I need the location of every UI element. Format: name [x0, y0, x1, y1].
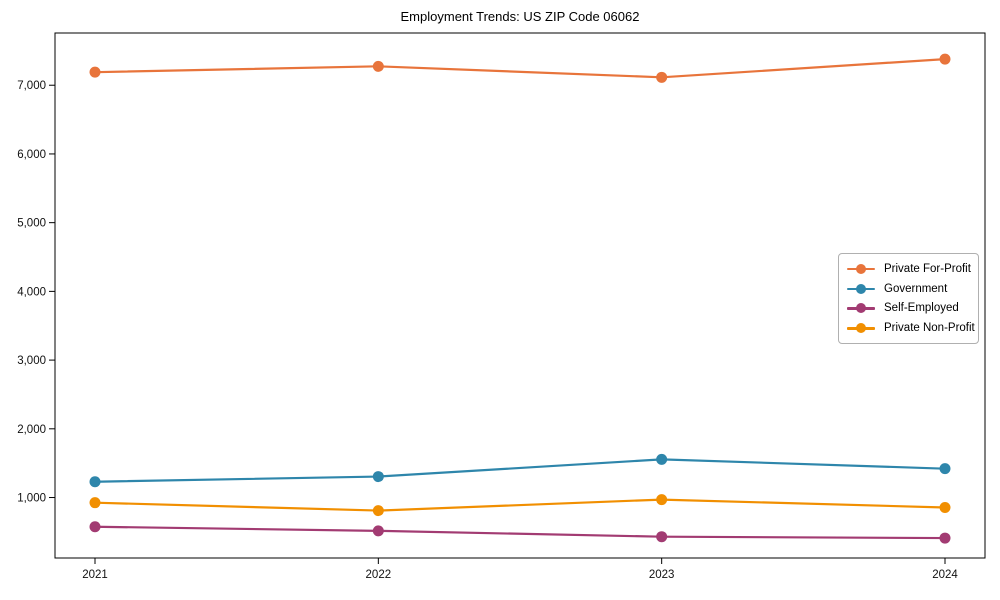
legend-label: Government [884, 282, 948, 295]
chart-title: Employment Trends: US ZIP Code 06062 [400, 9, 640, 24]
legend-label: Private Non-Profit [884, 322, 975, 335]
y-axis-tick-label: 5,000 [17, 218, 46, 230]
legend: Private For-Profit Government Self-Employe… [838, 253, 979, 344]
y-axis-tick-label: 2,000 [17, 424, 46, 436]
legend-dot-icon [856, 303, 866, 314]
data-point-marker [372, 505, 384, 517]
x-axis-tick-label: 2022 [366, 569, 392, 581]
data-point-marker [939, 463, 951, 475]
x-axis-tick-label: 2024 [932, 569, 958, 581]
legend-label: Private For-Profit [884, 262, 971, 275]
data-point-marker [89, 497, 101, 509]
plot-border [54, 32, 986, 559]
data-point-marker [372, 60, 384, 72]
data-point-marker [372, 525, 384, 537]
y-axis-tick-label: 3,000 [17, 355, 46, 367]
legend-item: Private Non-Profit [847, 318, 975, 338]
legend-swatch [847, 322, 875, 334]
legend-dot-icon [856, 283, 866, 294]
data-point-marker [89, 476, 101, 488]
data-point-marker [656, 494, 668, 506]
legend-dot-icon [856, 323, 866, 334]
legend-swatch [847, 302, 875, 314]
legend-label: Self-Employed [884, 302, 959, 315]
y-axis-tick-label: 6,000 [17, 149, 46, 161]
legend-dot-icon [856, 263, 866, 274]
legend-item: Private For-Profit [847, 259, 971, 279]
data-point-marker [89, 66, 101, 78]
data-point-marker [656, 531, 668, 543]
legend-item: Self-Employed [847, 299, 970, 319]
data-point-marker [939, 53, 951, 65]
x-axis-tick-label: 2023 [649, 569, 675, 581]
data-point-marker [939, 501, 951, 513]
legend-swatch [847, 263, 875, 275]
y-axis-tick-label: 4,000 [17, 286, 46, 298]
y-axis-tick-label: 1,000 [17, 493, 46, 505]
legend-swatch [847, 283, 875, 295]
data-point-marker [656, 71, 668, 83]
data-point-marker [89, 521, 101, 533]
series-line [94, 525, 946, 540]
data-point-marker [656, 453, 668, 465]
legend-item: Government [847, 279, 970, 299]
data-point-marker [939, 532, 951, 544]
x-axis-tick-label: 2021 [82, 569, 108, 581]
data-point-marker [372, 471, 384, 483]
y-axis-tick-label: 7,000 [17, 80, 46, 92]
series-line [94, 498, 946, 512]
series-line [94, 458, 946, 483]
series-line [94, 58, 946, 79]
